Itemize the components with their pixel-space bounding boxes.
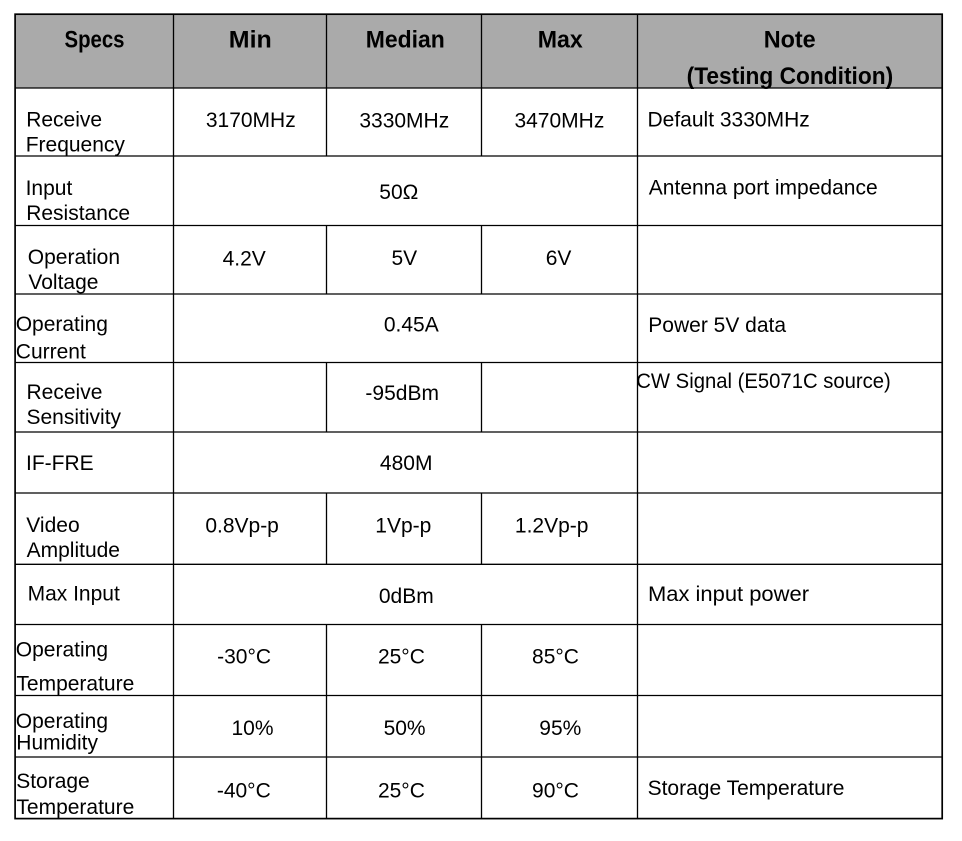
svg-text:Max Input: Max Input: [28, 583, 120, 606]
svg-text:Operating: Operating: [16, 313, 108, 336]
svg-text:10%: 10%: [231, 717, 273, 740]
svg-text:Voltage: Voltage: [28, 271, 98, 294]
svg-text:85°C: 85°C: [532, 646, 579, 669]
svg-text:-95dBm: -95dBm: [365, 382, 439, 405]
svg-text:Receive: Receive: [27, 381, 103, 404]
svg-text:25°C: 25°C: [378, 780, 425, 803]
svg-text:5V: 5V: [391, 247, 417, 270]
svg-text:-30°C: -30°C: [217, 646, 271, 669]
svg-text:0.8Vp-p: 0.8Vp-p: [205, 515, 279, 538]
svg-text:Default 3330MHz: Default 3330MHz: [648, 109, 810, 132]
svg-text:Current: Current: [16, 341, 86, 364]
svg-text:3330MHz: 3330MHz: [359, 110, 449, 133]
svg-text:Storage Temperature: Storage Temperature: [648, 777, 845, 800]
svg-text:Video: Video: [26, 514, 79, 537]
svg-text:Max: Max: [538, 26, 584, 53]
svg-text:Temperature: Temperature: [16, 672, 134, 695]
svg-text:3170MHz: 3170MHz: [206, 109, 296, 132]
svg-text:IF-FRE: IF-FRE: [26, 452, 94, 475]
svg-text:Frequency: Frequency: [26, 134, 126, 157]
svg-text:(Testing Condition): (Testing Condition): [687, 63, 894, 90]
svg-text:Resistance: Resistance: [26, 202, 130, 225]
svg-text:Receive: Receive: [26, 109, 102, 132]
svg-text:6V: 6V: [546, 247, 572, 270]
svg-text:Amplitude: Amplitude: [27, 539, 120, 562]
svg-text:Operation: Operation: [28, 246, 120, 269]
svg-text:1Vp-p: 1Vp-p: [375, 515, 431, 538]
svg-text:Min: Min: [229, 26, 272, 53]
svg-text:Operating: Operating: [16, 710, 108, 733]
svg-text:90°C: 90°C: [532, 780, 579, 803]
svg-text:Median: Median: [366, 26, 445, 53]
svg-text:Antenna port impedance: Antenna port impedance: [649, 177, 878, 200]
svg-text:0.45A: 0.45A: [384, 313, 439, 336]
svg-text:CW Signal (E5071C source): CW Signal (E5071C source): [636, 370, 891, 393]
svg-text:4.2V: 4.2V: [223, 247, 266, 270]
svg-text:Note: Note: [764, 26, 816, 53]
svg-text:Humidity: Humidity: [16, 732, 98, 755]
svg-text:50Ω: 50Ω: [379, 181, 418, 204]
svg-text:95%: 95%: [539, 717, 581, 740]
svg-text:Power 5V data: Power 5V data: [648, 314, 786, 337]
svg-text:Storage: Storage: [16, 770, 90, 793]
svg-text:0dBm: 0dBm: [379, 585, 434, 608]
svg-text:Sensitivity: Sensitivity: [27, 406, 122, 429]
svg-text:Specs: Specs: [65, 26, 125, 53]
svg-text:1.2Vp-p: 1.2Vp-p: [515, 515, 589, 538]
svg-text:-40°C: -40°C: [217, 780, 271, 803]
svg-text:Temperature: Temperature: [16, 796, 134, 819]
svg-text:Input: Input: [26, 177, 73, 200]
svg-text:Max input power: Max input power: [648, 583, 809, 606]
svg-text:Operating: Operating: [16, 638, 108, 661]
svg-text:480M: 480M: [380, 452, 433, 475]
svg-text:25°C: 25°C: [378, 646, 425, 669]
svg-text:3470MHz: 3470MHz: [514, 110, 604, 133]
svg-text:50%: 50%: [384, 717, 426, 740]
